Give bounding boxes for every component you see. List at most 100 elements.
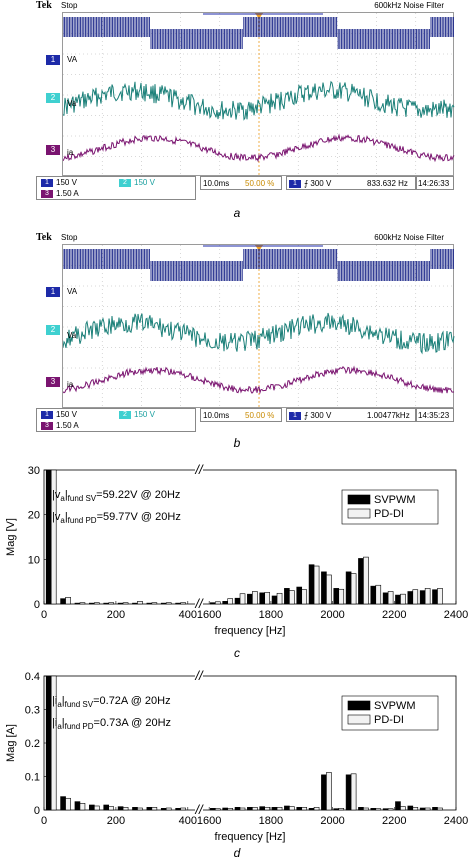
trigger-position: 50.00 % <box>245 179 275 188</box>
bar <box>259 806 266 811</box>
trigger-level: 300 V <box>310 179 332 188</box>
scope-header: Tek Stop 600kHz Noise Filter <box>36 232 454 244</box>
bar <box>264 807 271 811</box>
bar <box>50 675 57 811</box>
bar <box>301 807 308 811</box>
axis-break-icon: // <box>194 462 204 477</box>
scope-status-bar: 1 150 V 2 150 V 3 1.50 A 10.0ms 50.00 % 1 ⨍ … <box>36 408 454 432</box>
channel-2-label: Va <box>67 99 77 108</box>
channel-2-trace <box>63 312 455 355</box>
annotation-part: | <box>62 695 65 707</box>
bar <box>338 808 345 811</box>
trigger-edge-icon: ⨍ <box>304 179 311 188</box>
y-tick-label: 0.3 <box>25 705 40 717</box>
bar <box>79 803 86 811</box>
annotation-part: fund SV <box>65 700 94 709</box>
bar <box>108 806 115 811</box>
bar <box>313 807 320 811</box>
bar <box>146 602 153 605</box>
bar <box>271 807 278 811</box>
ch3-scale: 1.50 A <box>56 421 79 430</box>
annotation-part: a <box>60 516 65 525</box>
bar <box>271 595 278 605</box>
annotation: |ia|fund PD=0.73A @ 20Hz <box>52 717 171 731</box>
bar <box>264 592 271 605</box>
bar <box>375 584 382 605</box>
vertical-settings: 1 150 V 2 150 V 3 1.50 A <box>36 176 196 200</box>
annotation: |va|fund PD=59.77V @ 20Hz <box>52 511 181 525</box>
annotation-part: |i <box>52 717 57 729</box>
channel-1-marker: 1 <box>46 287 60 297</box>
annotation-part: | <box>62 717 65 729</box>
axis-break-gap <box>195 468 203 610</box>
bar <box>289 806 295 811</box>
channel-1-trace <box>63 249 454 281</box>
bar <box>308 808 315 811</box>
annotation: |va|fund SV=59.22V @ 20Hz <box>52 489 180 503</box>
channel-3-marker: 3 <box>46 377 60 387</box>
bar <box>210 808 216 811</box>
caption-b: b <box>233 436 241 450</box>
channel-2-label: Va <box>67 331 77 340</box>
bar <box>103 602 110 605</box>
channel-3-label: ia <box>67 380 74 389</box>
bar <box>387 591 394 605</box>
bar <box>151 807 158 811</box>
spectrum-chart-d: // // 0 0.1 0.2 0.3 0.4 0 200 400 1600 1800 2000 2200… <box>5 668 468 843</box>
y-tick-label: 0.2 <box>25 738 40 750</box>
bar <box>146 807 153 811</box>
bar <box>400 806 406 811</box>
bar <box>137 807 143 811</box>
trigger-box: 1 ⨍ 300 V 833.632 Hz <box>286 176 416 190</box>
bar <box>276 807 283 811</box>
bar <box>321 571 327 605</box>
bar <box>395 801 401 811</box>
bar <box>165 602 172 605</box>
bar <box>437 807 443 811</box>
frequency-readout: 1.00477kHz <box>367 411 410 420</box>
bar <box>94 602 100 605</box>
annotation-part: |v <box>52 489 61 501</box>
x-tick-label: 200 <box>107 815 125 827</box>
channel-1-marker: 1 <box>46 55 60 65</box>
bar <box>180 807 186 811</box>
annotation-part: a <box>60 494 65 503</box>
legend-label: PD-DI <box>374 714 404 726</box>
x-tick-label: 0 <box>41 815 47 827</box>
bar <box>400 593 406 605</box>
trigger-channel: 1 <box>289 411 301 420</box>
bar <box>424 807 431 811</box>
scope-screen: VA Va ia <box>62 12 455 177</box>
y-tick-label: 30 <box>28 465 40 477</box>
bar <box>122 807 129 811</box>
x-tick-label: 2000 <box>320 815 344 827</box>
clock-box: 14:35:23 <box>416 408 454 422</box>
bar <box>296 586 303 605</box>
scope-filter-label: 600kHz Noise Filter <box>374 233 444 242</box>
caption-a: a <box>233 206 241 220</box>
bar <box>234 597 241 605</box>
timebase: 10.0ms <box>203 411 230 420</box>
bar <box>375 808 382 811</box>
bar <box>215 601 221 605</box>
y-tick-label: 20 <box>28 510 40 522</box>
x-tick-label: 1800 <box>259 609 283 621</box>
bar <box>437 588 443 605</box>
axis-break-icon: // <box>194 596 204 611</box>
bar <box>74 602 81 605</box>
channel-2-marker: 2 <box>46 93 60 103</box>
ch3-chip: 3 <box>41 421 53 430</box>
frequency-readout: 833.632 Hz <box>367 179 408 188</box>
y-tick-label: 0.4 <box>25 671 40 683</box>
annotation-part: fund PD <box>65 722 94 731</box>
y-axis-label: Mag [V] <box>5 518 17 556</box>
scope-brand: Tek <box>36 232 52 243</box>
bar <box>222 807 228 811</box>
annotation-part: =0.73A @ 20Hz <box>94 717 172 729</box>
bar <box>132 807 138 811</box>
bar <box>345 774 352 811</box>
clock: 14:26:33 <box>418 179 450 188</box>
bar <box>382 808 389 811</box>
bar <box>370 808 377 811</box>
scope-a: Tek Stop 600kHz Noise Filter VA Va ia 1 … <box>36 0 455 200</box>
